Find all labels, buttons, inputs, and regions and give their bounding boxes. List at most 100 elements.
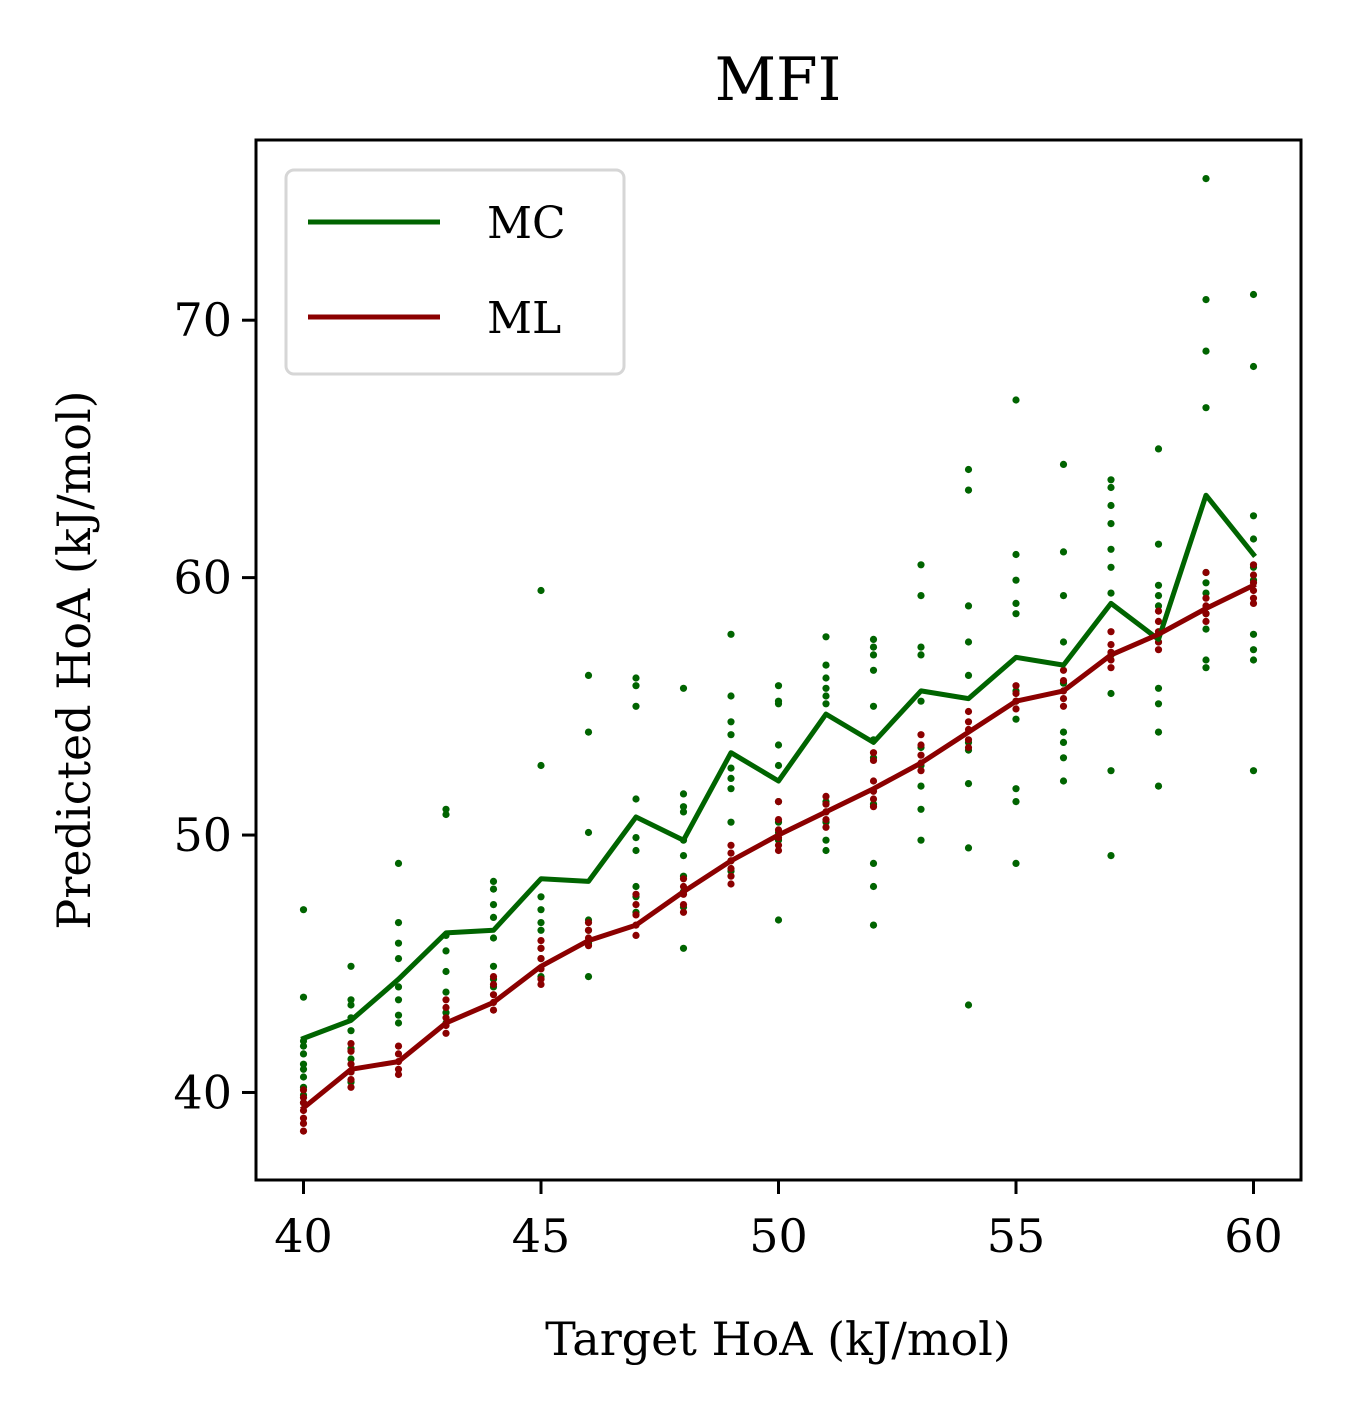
x-axis: 40 45 50 55 60	[274, 1180, 1283, 1263]
ml-point	[1249, 594, 1258, 602]
mc-point	[679, 944, 688, 952]
mc-point	[489, 885, 498, 893]
ml-point	[869, 803, 878, 811]
mc-point	[1107, 689, 1115, 698]
ml-point	[917, 741, 925, 749]
mc-point	[1107, 563, 1115, 571]
mc-point	[1154, 700, 1163, 708]
mc-point	[584, 728, 593, 736]
mc-point	[1059, 638, 1068, 646]
mc-point	[727, 774, 735, 783]
mc-point	[394, 859, 403, 868]
mc-point	[299, 906, 308, 914]
ml-point	[727, 841, 735, 849]
mc-point	[1012, 610, 1020, 618]
mc-point	[584, 671, 593, 680]
ml-point	[537, 975, 545, 983]
x-axis-label: Target HoA (kJ/mol)	[545, 1312, 1011, 1366]
ml-point	[299, 1094, 308, 1102]
mc-point	[489, 901, 498, 909]
mc-point	[632, 795, 640, 803]
mc-point	[1012, 550, 1020, 559]
legend-label-ml: ML	[487, 293, 561, 344]
ml-point	[489, 991, 498, 999]
mc-point	[299, 993, 308, 1001]
ml-point	[917, 767, 925, 775]
mc-point	[1107, 476, 1115, 484]
ml-point	[537, 955, 545, 963]
ml-point	[394, 1070, 403, 1079]
ml-point	[1059, 677, 1068, 685]
mc-point	[917, 561, 925, 569]
mc-point	[1059, 460, 1068, 468]
x-tick-label: 45	[512, 1209, 571, 1263]
mc-point	[1249, 512, 1258, 520]
mc-point	[822, 633, 830, 641]
mc-point	[1202, 347, 1210, 355]
ml-points	[299, 561, 1258, 1135]
mc-point	[1202, 175, 1210, 183]
mc-point	[1154, 581, 1163, 589]
mc-point	[869, 921, 878, 929]
ml-point	[442, 1003, 450, 1012]
mc-point	[1107, 545, 1115, 553]
mc-point	[917, 592, 925, 600]
ml-point	[1154, 646, 1163, 654]
ml-point	[774, 816, 783, 824]
mc-point	[1154, 684, 1163, 692]
mc-point	[964, 780, 973, 788]
mc-point	[489, 962, 498, 970]
ml-point	[632, 901, 640, 909]
ml-point	[964, 707, 973, 716]
ml-point	[964, 743, 973, 752]
mc-point	[1012, 785, 1020, 793]
mc-point	[489, 934, 498, 942]
mc-point	[442, 810, 450, 819]
mc-point	[347, 1055, 355, 1063]
mc-point	[964, 1001, 973, 1009]
ml-point	[822, 792, 830, 801]
ml-point	[1012, 705, 1020, 713]
mc-point	[917, 805, 925, 813]
mc-point	[774, 741, 783, 749]
ml-point	[679, 908, 688, 916]
mc-point	[869, 859, 878, 868]
x-tick-label: 55	[987, 1209, 1046, 1263]
mc-point	[1249, 630, 1258, 638]
mc-point	[774, 700, 783, 708]
mc-point	[632, 682, 640, 690]
mc-point	[537, 586, 545, 595]
ml-point	[679, 901, 688, 909]
mc-point	[1107, 501, 1115, 510]
mc-point	[1012, 599, 1020, 608]
ml-point	[1249, 571, 1258, 579]
mc-point	[727, 731, 735, 739]
ml-point	[727, 849, 735, 857]
mc-point	[632, 674, 640, 682]
ml-point	[1249, 561, 1258, 569]
ml-point	[489, 973, 498, 981]
mc-point	[394, 1011, 403, 1019]
ml-point	[584, 926, 593, 934]
mc-point	[964, 602, 973, 610]
ml-point	[1059, 666, 1068, 674]
mc-series-line	[300, 492, 1258, 1042]
plot-area	[299, 175, 1258, 1135]
mc-point	[299, 1042, 308, 1050]
ml-point	[632, 890, 640, 898]
ml-point	[1107, 628, 1115, 636]
ml-point	[1202, 594, 1210, 602]
mc-point	[917, 643, 925, 651]
mc-point	[489, 913, 498, 922]
ml-point	[917, 751, 925, 759]
ml-point	[1059, 702, 1068, 710]
ml-point	[347, 1076, 355, 1084]
ml-point	[632, 931, 640, 940]
mc-point	[1202, 579, 1210, 587]
ml-point	[1249, 599, 1258, 608]
mc-point	[1012, 396, 1020, 404]
mc-point	[822, 836, 830, 844]
ml-point	[347, 1083, 355, 1091]
mc-point	[442, 805, 450, 813]
ml-point	[964, 736, 973, 744]
